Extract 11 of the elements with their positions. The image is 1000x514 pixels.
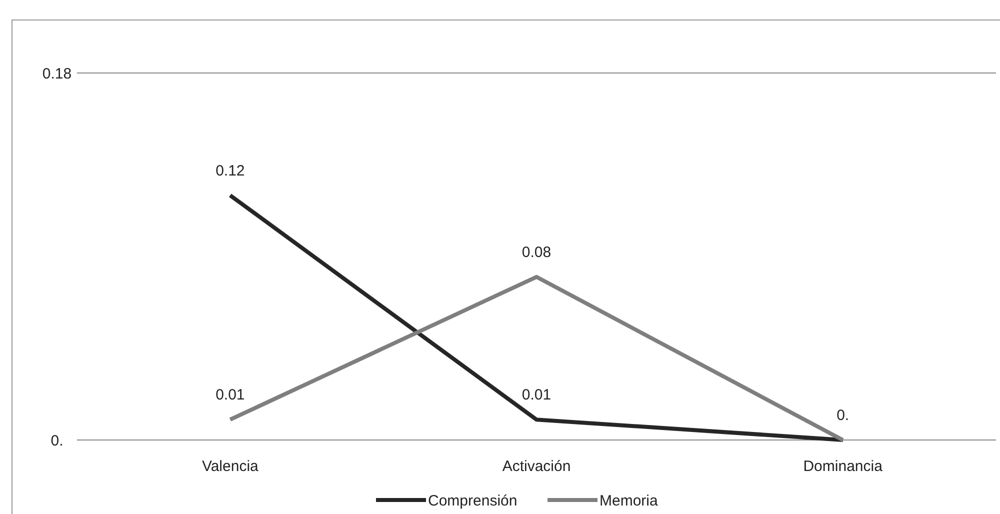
x-tick-label: Dominancia — [803, 458, 884, 475]
legend-label: Memoria — [600, 492, 658, 510]
legend-label: Comprensión — [428, 492, 518, 510]
data-label: 0.08 — [522, 244, 552, 261]
x-tick-label: Valencia — [202, 458, 260, 475]
y-tick-label: 0.18 — [42, 65, 72, 82]
data-label: 0.01 — [522, 386, 552, 404]
data-label: 0.01 — [216, 386, 245, 404]
data-label: 0.12 — [216, 162, 245, 180]
data-label: 0. — [836, 407, 850, 424]
x-tick-label: Activación — [502, 458, 571, 475]
